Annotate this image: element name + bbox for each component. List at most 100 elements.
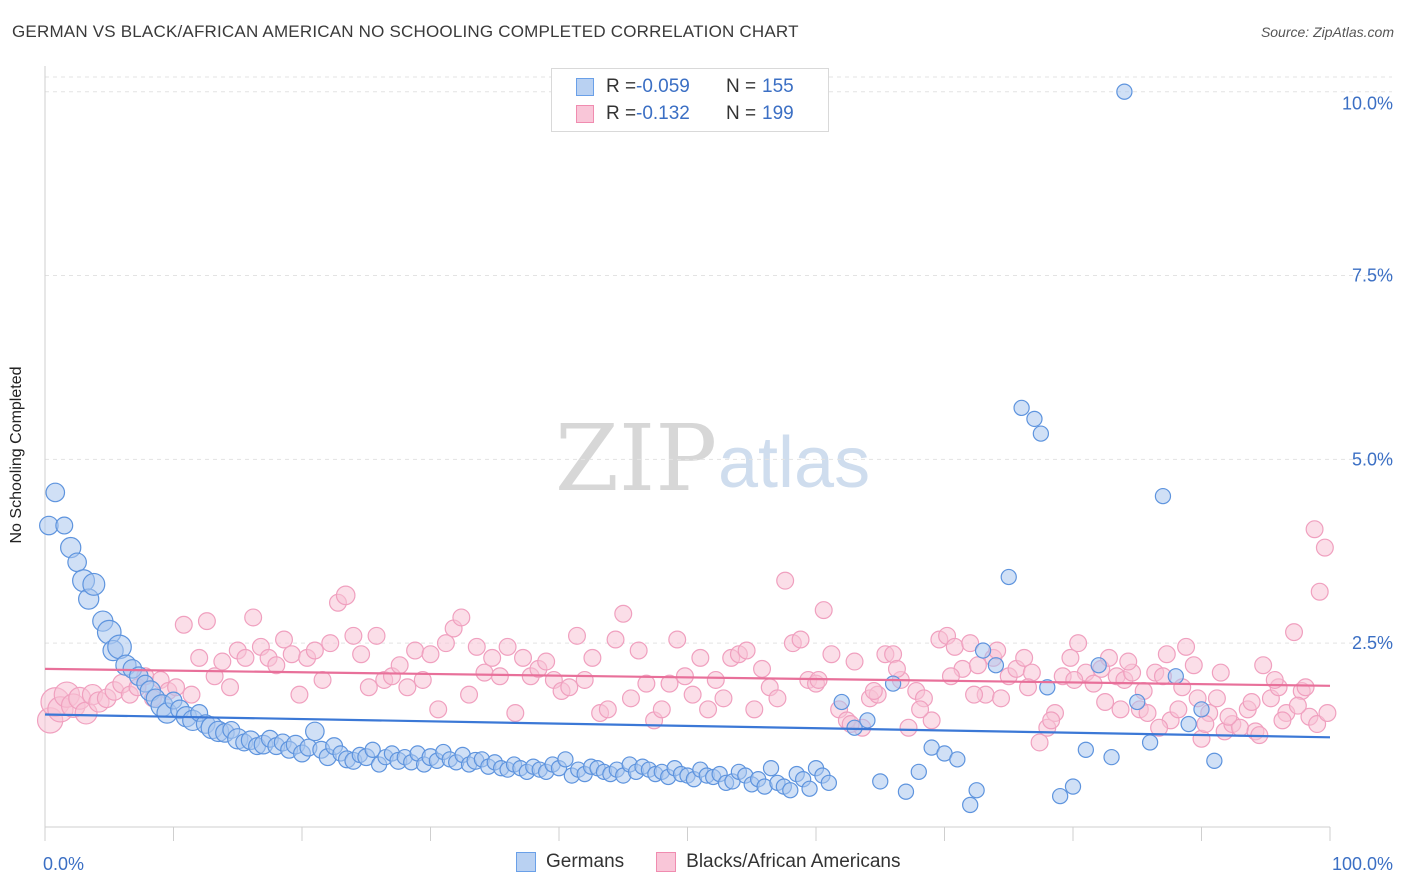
black-point bbox=[436, 634, 455, 653]
black-point bbox=[699, 700, 718, 719]
black-point bbox=[460, 685, 479, 704]
black-point bbox=[965, 685, 984, 704]
german-point bbox=[82, 572, 106, 596]
black-point bbox=[313, 670, 332, 689]
german-point bbox=[1064, 778, 1082, 795]
black-point bbox=[406, 641, 425, 660]
black-point bbox=[961, 634, 980, 653]
german-point bbox=[820, 774, 838, 792]
german-point bbox=[1039, 679, 1056, 696]
black-point bbox=[1069, 634, 1088, 653]
german-point bbox=[872, 773, 889, 790]
black-point bbox=[1288, 696, 1307, 715]
black-point bbox=[1207, 689, 1226, 708]
black-point bbox=[174, 615, 193, 634]
gridlines bbox=[45, 76, 1392, 644]
black-point bbox=[864, 681, 883, 700]
black-point bbox=[1296, 678, 1315, 697]
black-point bbox=[1242, 692, 1261, 711]
black-point bbox=[1030, 733, 1049, 752]
black-point bbox=[1042, 711, 1061, 730]
watermark-atlas: atlas bbox=[718, 423, 870, 503]
german-point bbox=[897, 783, 915, 800]
legend-r-label: R = bbox=[606, 103, 637, 124]
legend-row-blacks: R = -0.132 N = 199 bbox=[576, 101, 794, 127]
black-point bbox=[845, 652, 864, 671]
black-point bbox=[182, 685, 201, 704]
black-point bbox=[737, 641, 756, 660]
black-point bbox=[1285, 623, 1304, 642]
german-point bbox=[782, 782, 799, 799]
black-point bbox=[359, 678, 378, 697]
german-point bbox=[968, 782, 985, 799]
legend-swatch-germans bbox=[516, 852, 536, 872]
legend-n-value: 155 bbox=[762, 76, 794, 97]
black-point bbox=[1019, 678, 1038, 697]
black-point bbox=[1138, 704, 1157, 723]
legend-r-value: -0.132 bbox=[636, 103, 690, 124]
legend-swatch-blacks bbox=[656, 852, 677, 872]
legend-row-germans: R = -0.059 N = 155 bbox=[576, 74, 794, 100]
german-point bbox=[801, 780, 818, 797]
black-point bbox=[1022, 663, 1041, 682]
german-point bbox=[833, 693, 850, 711]
black-point bbox=[1169, 700, 1188, 719]
german-point bbox=[1116, 83, 1133, 100]
black-point bbox=[1065, 670, 1084, 689]
german-point bbox=[1013, 399, 1030, 417]
black-point bbox=[992, 689, 1011, 708]
legend-item-germans[interactable]: Germans bbox=[516, 851, 624, 873]
black-point bbox=[988, 641, 1007, 660]
german-point bbox=[1141, 734, 1159, 751]
black-point bbox=[1061, 648, 1080, 667]
legend-n-value: 199 bbox=[762, 103, 794, 124]
german-point bbox=[1077, 741, 1095, 758]
black-point bbox=[483, 648, 502, 667]
black-point bbox=[221, 678, 240, 697]
black-point bbox=[691, 648, 710, 667]
german-point bbox=[67, 552, 87, 573]
y-tick-label: 5.0% bbox=[1352, 449, 1393, 469]
german-point bbox=[1103, 748, 1120, 766]
black-point bbox=[467, 637, 486, 656]
black-point bbox=[629, 641, 648, 660]
y-tick-label: 7.5% bbox=[1352, 266, 1393, 286]
black-point bbox=[1119, 652, 1138, 671]
black-point bbox=[236, 648, 255, 667]
german-point bbox=[305, 721, 325, 742]
black-point bbox=[213, 652, 232, 671]
tick-labels: 2.5% 5.0% 7.5% 10.0% 0.0% 100.0% bbox=[43, 94, 1393, 874]
legend-item-blacks[interactable]: Blacks/African Americans bbox=[656, 851, 901, 873]
black-point bbox=[683, 685, 702, 704]
german-point bbox=[55, 516, 74, 535]
watermark: ZIP atlas bbox=[555, 405, 870, 512]
german-point bbox=[557, 751, 574, 768]
black-point bbox=[887, 659, 906, 678]
german-point bbox=[859, 712, 876, 729]
black-point bbox=[1157, 645, 1176, 664]
legend-r-label: R = bbox=[606, 76, 637, 97]
german-point bbox=[910, 763, 927, 781]
german-point bbox=[1206, 752, 1223, 769]
black-point bbox=[614, 604, 633, 623]
german-point bbox=[1180, 715, 1197, 733]
black-point bbox=[776, 571, 795, 590]
series-germans-points bbox=[39, 83, 1223, 814]
black-point bbox=[714, 689, 733, 708]
black-point bbox=[753, 659, 772, 678]
legend-swatch-blacks bbox=[576, 105, 594, 123]
black-point bbox=[413, 670, 432, 689]
black-point bbox=[1318, 704, 1337, 723]
black-point bbox=[1308, 715, 1327, 734]
german-point bbox=[762, 760, 780, 777]
black-point bbox=[1219, 707, 1238, 726]
black-point bbox=[1096, 692, 1115, 711]
legend-swatch-germans bbox=[576, 78, 594, 96]
y-axis-label: No Schooling Completed bbox=[8, 366, 25, 544]
black-point bbox=[768, 689, 787, 708]
x-tick-label-max: 100.0% bbox=[1332, 854, 1393, 874]
german-point bbox=[1193, 701, 1210, 718]
legend-label-blacks: Blacks/African Americans bbox=[686, 851, 901, 872]
black-point bbox=[1192, 729, 1211, 748]
black-point bbox=[398, 678, 417, 697]
